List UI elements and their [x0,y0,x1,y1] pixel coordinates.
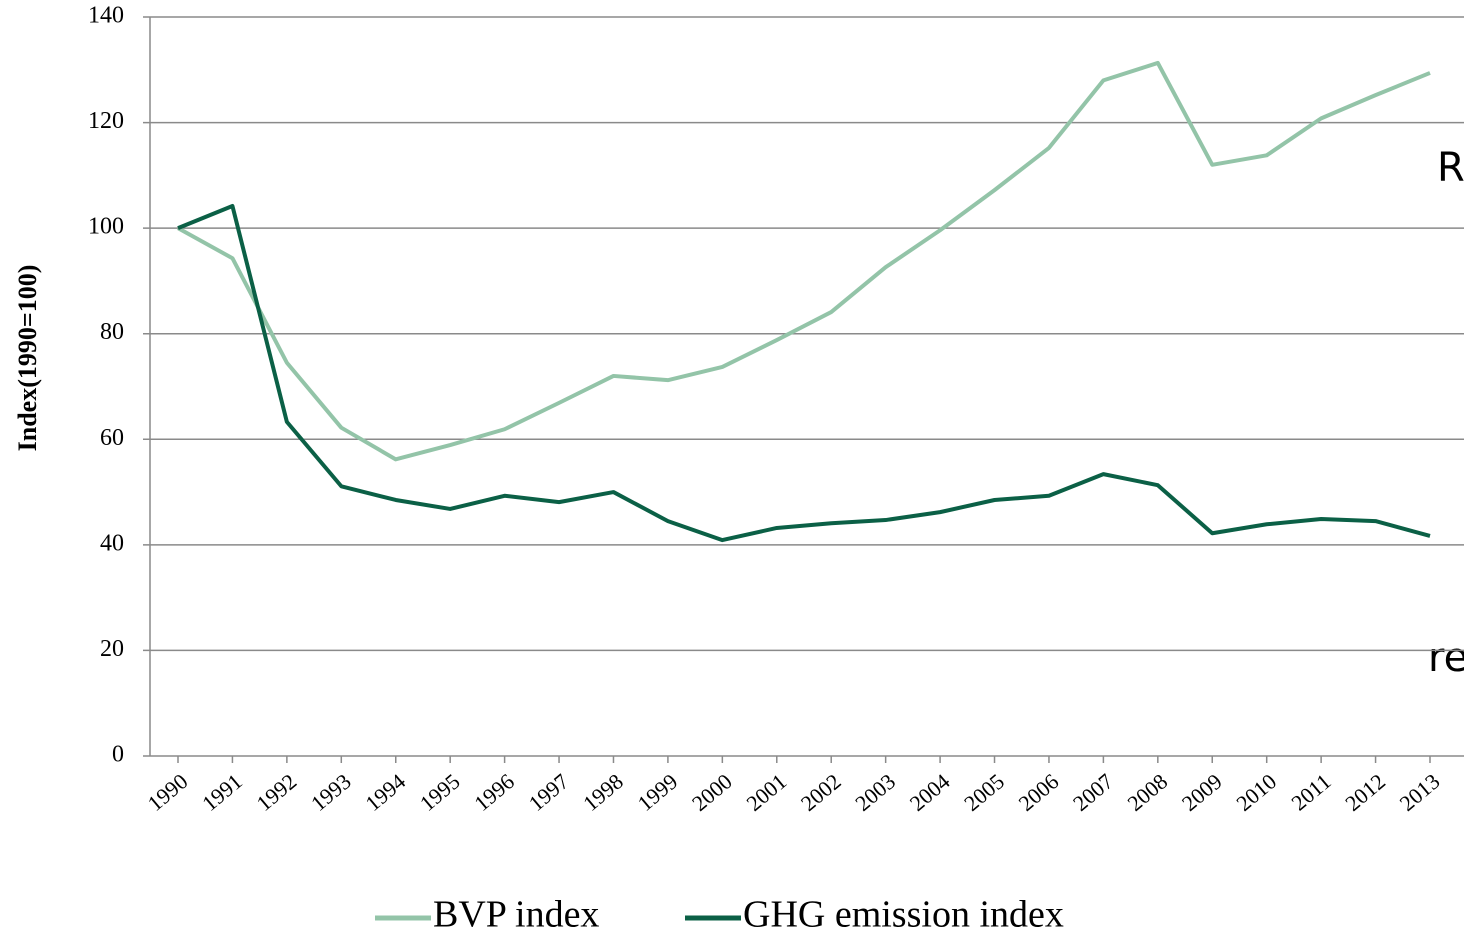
y-tick-label: 60 [100,425,124,451]
x-tick-label: 1996 [469,769,519,816]
x-tick-label: 1994 [360,769,410,816]
line-series [177,203,1431,543]
x-tick-label: 1998 [578,769,628,816]
x-tick-label: 2002 [796,769,846,816]
x-tick-label: 2007 [1068,769,1118,816]
x-tick-label: 2012 [1340,769,1390,816]
x-tick-label: 1999 [633,769,683,816]
x-tick-label: 1992 [252,769,302,816]
x-tick-label: 2003 [850,769,900,816]
y-tick-label: 80 [100,319,124,345]
x-tick-label: 2008 [1123,769,1173,816]
y-axis-label: Index(1990=100) [13,265,42,452]
x-tick-label: 2004 [905,769,955,816]
x-tick-label: 1991 [197,769,247,816]
y-tick-label: 0 [112,742,124,768]
x-tick-label: 2001 [741,769,791,816]
y-tick-label: 140 [88,3,124,29]
x-tick-label: 1997 [524,769,574,816]
x-tick-label: 2010 [1231,769,1281,816]
legend-label: BVP index [433,894,599,936]
x-tick-label: 2000 [687,769,737,816]
x-tick-label: 1993 [306,769,356,816]
y-tick-label: 20 [100,636,124,662]
x-tick-label: 2006 [1014,769,1064,816]
x-tick-label: 2011 [1286,769,1335,816]
x-tick-label: 1990 [143,769,193,816]
y-tick-label: 40 [100,530,124,556]
x-tick-label: 2005 [959,769,1009,816]
x-tick-label: 2009 [1177,769,1227,816]
x-tick-label: 2013 [1395,769,1445,816]
y-tick-label: 120 [88,108,124,134]
x-tick-label: 1995 [415,769,465,816]
annotation: re [1428,635,1464,681]
legend-label: GHG emission index [743,894,1064,936]
annotation: R [1437,145,1464,191]
line-series [177,60,1431,462]
y-tick-label: 100 [88,214,124,240]
